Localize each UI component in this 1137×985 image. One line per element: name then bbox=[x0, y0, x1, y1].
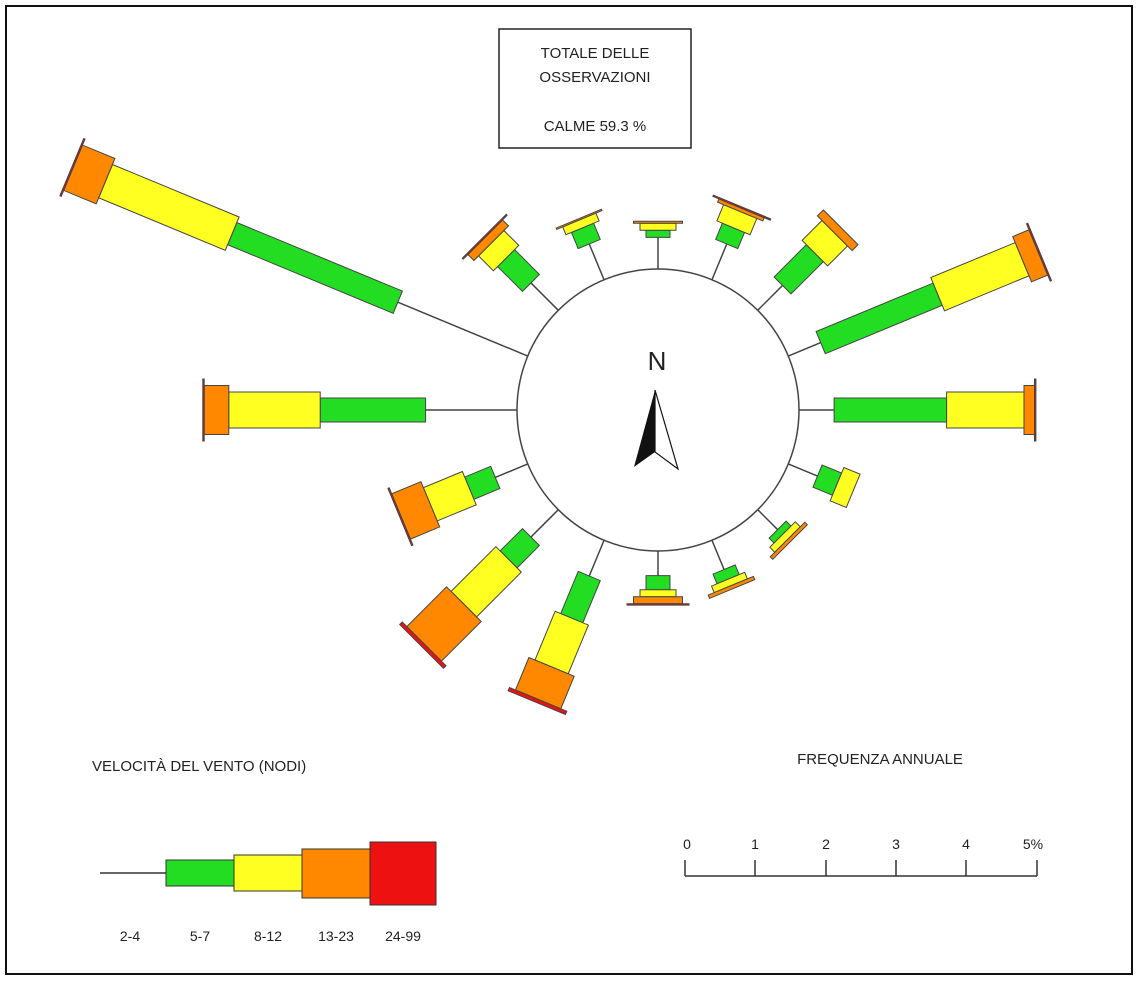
legend-swatch-24-99 bbox=[369, 841, 437, 906]
info-box-line1: TOTALE DELLE bbox=[541, 45, 650, 62]
legend-title: VELOCITÀ DEL VENTO (NODI) bbox=[92, 758, 306, 775]
legend-label-2-4: 2-4 bbox=[120, 928, 140, 944]
rose-bar-180-8-12 bbox=[639, 589, 677, 598]
rose-bar-292.5-5-7 bbox=[226, 221, 404, 314]
rose-bar-90-5-7 bbox=[833, 397, 948, 423]
scale-label-3: 3 bbox=[892, 836, 900, 852]
rose-bar-0-13-23 bbox=[633, 220, 683, 224]
scale-label-5: 5% bbox=[1023, 836, 1043, 852]
legend-label-5-7: 5-7 bbox=[190, 928, 210, 944]
legend-swatch-8-12 bbox=[233, 854, 303, 892]
rose-bar-270-24-99 bbox=[202, 378, 205, 442]
rose-spoke-337.5-2-4 bbox=[588, 243, 605, 281]
scale-label-0: 0 bbox=[683, 836, 691, 852]
info-box bbox=[498, 28, 692, 149]
rose-bar-90-24-99 bbox=[1034, 378, 1037, 442]
frequency-scale bbox=[684, 860, 1038, 877]
scale-label-4: 4 bbox=[962, 836, 970, 852]
rose-bar-247.5-24-99 bbox=[387, 487, 414, 547]
rose-spoke-202.5-2-4 bbox=[588, 539, 605, 577]
rose-spoke-315-2-4 bbox=[530, 282, 559, 311]
rose-bar-180-24-99 bbox=[626, 603, 690, 606]
rose-bar-180-5-7 bbox=[645, 575, 671, 591]
calms-label: CALME 59.3 % bbox=[544, 118, 647, 135]
legend-swatch-5-7 bbox=[165, 859, 235, 887]
rose-spoke-135-2-4 bbox=[757, 509, 779, 531]
rose-spoke-247.5-2-4 bbox=[494, 463, 529, 479]
legend-label-8-12: 8-12 bbox=[254, 928, 282, 944]
rose-spoke-225-2-4 bbox=[530, 509, 559, 538]
north-arrow-icon bbox=[634, 389, 680, 471]
rose-bar-292.5-24-99 bbox=[59, 137, 86, 198]
figure-frame bbox=[5, 5, 1133, 975]
legend-label-24-99: 24-99 bbox=[385, 928, 421, 944]
scale-label-1: 1 bbox=[751, 836, 759, 852]
rose-bar-337.5-13-23 bbox=[555, 208, 603, 231]
rose-spoke-22.5-2-4 bbox=[711, 243, 728, 281]
rose-spoke-157.5-2-4 bbox=[711, 539, 725, 570]
rose-bars bbox=[59, 137, 1053, 716]
rose-bar-90-8-12 bbox=[946, 391, 1025, 429]
rose-spoke-67.5-2-4 bbox=[787, 341, 822, 357]
scale-label-2: 2 bbox=[822, 836, 830, 852]
scale-title: FREQUENZA ANNUALE bbox=[797, 751, 963, 768]
rose-spoke-292.5-2-4 bbox=[397, 301, 529, 357]
rose-bar-45-13-23 bbox=[816, 209, 859, 252]
rose-bar-270-5-7 bbox=[319, 397, 427, 423]
rose-bar-225-24-99 bbox=[398, 621, 447, 670]
rose-bar-0-8-12 bbox=[639, 222, 677, 231]
rose-bar-157.5-13-23 bbox=[707, 575, 756, 600]
rose-spoke-45-2-4 bbox=[757, 284, 784, 311]
rose-bar-292.5-8-12 bbox=[98, 163, 240, 251]
legend-label-13-23: 13-23 bbox=[318, 928, 354, 944]
rose-bar-180-13-23 bbox=[633, 596, 683, 605]
rose-bar-202.5-5-7 bbox=[560, 570, 601, 624]
rose-bar-135-13-23 bbox=[769, 521, 808, 560]
rose-bar-22.5-24-99 bbox=[712, 194, 772, 221]
legend-swatch-13-23 bbox=[301, 848, 371, 899]
rose-bar-270-13-23 bbox=[203, 385, 230, 435]
legend-swatches bbox=[100, 841, 437, 906]
rose-bar-90-13-23 bbox=[1023, 385, 1035, 435]
rose-bar-270-8-12 bbox=[228, 391, 321, 429]
rose-bar-67.5-24-99 bbox=[1025, 222, 1053, 282]
rose-bar-112.5-8-12 bbox=[829, 466, 861, 509]
info-box-line2: OSSERVAZIONI bbox=[539, 69, 650, 86]
rose-bar-315-24-99 bbox=[461, 213, 508, 260]
rose-bar-67.5-5-7 bbox=[815, 282, 943, 355]
rose-bar-0-5-7 bbox=[645, 229, 671, 238]
rose-bar-67.5-8-12 bbox=[930, 241, 1030, 312]
rose-bar-202.5-24-99 bbox=[507, 686, 568, 716]
rose-spokes bbox=[397, 237, 835, 577]
north-label: N bbox=[648, 346, 667, 376]
rose-spoke-112.5-2-4 bbox=[787, 463, 818, 477]
